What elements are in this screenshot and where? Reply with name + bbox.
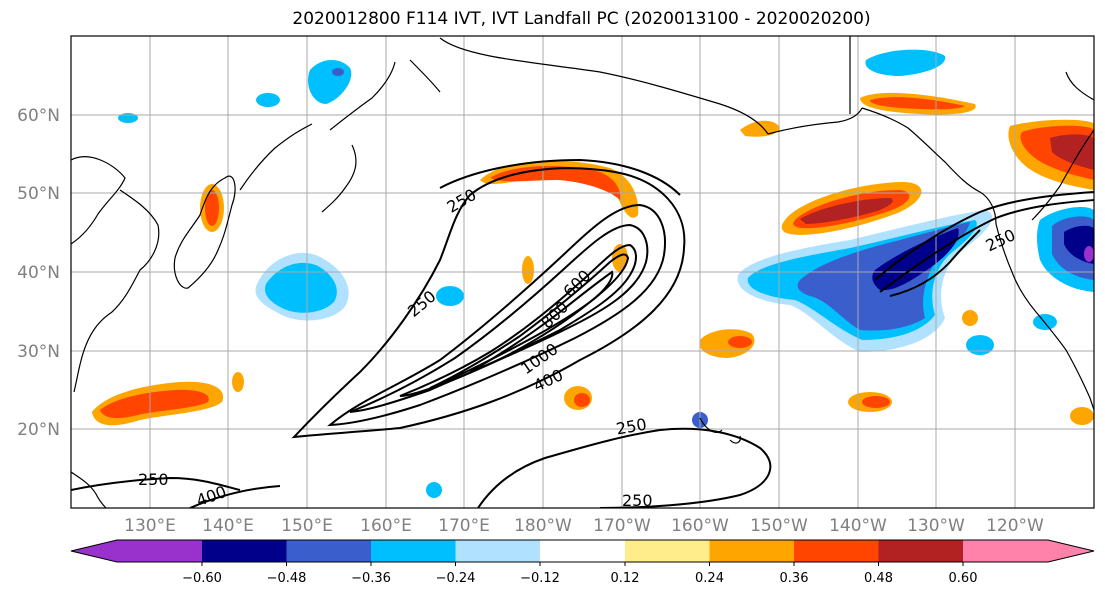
lon-label: 130°W [907,516,965,536]
colorbar-tick-label: −0.36 [351,571,391,586]
colorbar-tick-label: 0.24 [695,571,724,586]
colorbar-tick-label: 0.60 [949,571,978,586]
colorbar-segment [794,540,879,562]
lon-label: 170°E [438,516,490,536]
contour-label: 800 [537,297,572,332]
colorbar-segment [117,540,202,562]
lon-label: 170°W [593,516,651,536]
colorbar-segment [625,540,710,562]
colorbar-tick-label: −0.12 [520,571,560,586]
contour-label: 250 [404,287,440,321]
colorbar-segment [1048,540,1094,562]
colorbar-tick-label: −0.24 [436,571,476,586]
lon-label: 160°W [671,516,729,536]
lon-label: 120°W [986,516,1044,536]
contour-label: 250 [622,491,653,510]
contour-label: 250 [444,185,480,217]
colorbar-tick-label: 0.36 [780,571,809,586]
colorbar-segment [455,540,540,562]
lon-label: 140°E [202,516,254,536]
contour-label: 400 [194,482,229,510]
coastlines [71,36,1094,508]
colorbar-segment [371,540,456,562]
lat-label: 20°N [17,420,60,440]
latitude-labels: 60°N 50°N 40°N 30°N 20°N [17,106,60,440]
lon-label: 150°W [750,516,808,536]
colorbar-tick-label: 0.12 [611,571,640,586]
lon-label: 130°E [124,516,176,536]
contour-label: 250 [615,415,648,439]
longitude-labels: 130°E 140°E 150°E 160°E 170°E 180°W 170°… [124,516,1044,536]
colorbar-segment [71,540,117,562]
lat-label: 50°N [17,184,60,204]
lon-label: 150°E [281,516,333,536]
map-title: 2020012800 F114 IVT, IVT Landfall PC (20… [292,9,871,29]
lon-label: 180°W [514,516,572,536]
lat-label: 40°N [17,263,60,283]
colorbar-tick-label: 0.48 [864,571,893,586]
contour-label: 250 [138,470,169,489]
lat-label: 60°N [17,106,60,126]
map-frame [70,35,1095,509]
pc-shading [92,49,1094,498]
contour-label: 250 [983,225,1019,255]
colorbar-segment [878,540,963,562]
colorbar: −0.60 −0.48 −0.36 −0.24 −0.12 0.12 0.24 … [70,539,1095,586]
ivt-contours [71,158,1094,508]
colorbar-segment [202,540,287,562]
colorbar-segment [963,540,1048,562]
colorbar-tick-label: −0.60 [182,571,222,586]
lon-label: 160°E [360,516,412,536]
lon-label: 140°W [829,516,887,536]
lat-label: 30°N [17,342,60,362]
colorbar-segment [709,540,794,562]
colorbar-segment [540,540,625,562]
colorbar-tick-label: −0.48 [267,571,307,586]
colorbar-segment [286,540,371,562]
